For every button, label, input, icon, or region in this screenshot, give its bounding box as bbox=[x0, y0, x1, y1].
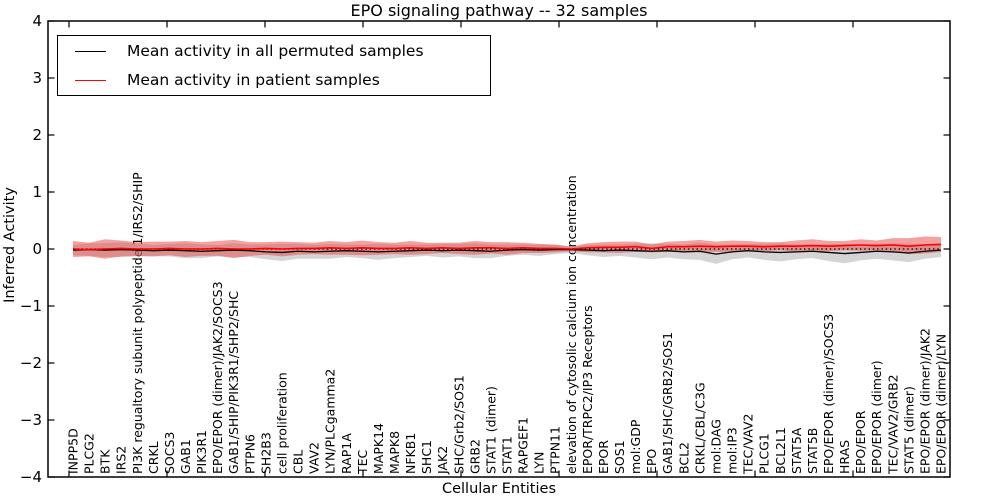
x-tick-label: EPO bbox=[644, 449, 659, 474]
y-tick-label: 3 bbox=[32, 69, 42, 87]
x-tick-label: mol:IP3 bbox=[725, 427, 740, 474]
legend-item-patient: Mean activity in patient samples bbox=[58, 66, 490, 94]
x-tick-label: EPO/EPOR (dimer) bbox=[869, 360, 884, 474]
y-tick-label: −1 bbox=[19, 297, 42, 315]
x-tick-label: MAPK14 bbox=[371, 423, 386, 474]
x-tick-label: TEC/VAV2/GRB2 bbox=[885, 374, 900, 475]
legend-label: Mean activity in all permuted samples bbox=[127, 42, 424, 60]
x-tick-label: EPOR/TRPC2/IP3 Receptors bbox=[580, 305, 595, 474]
patient-mean-line bbox=[72, 243, 942, 251]
x-tick-label: PIK3R1 bbox=[194, 430, 209, 474]
x-tick-label: STAT1 (dimer) bbox=[483, 386, 498, 474]
x-tick-label: TEC/VAV2 bbox=[741, 414, 756, 475]
x-tick-label: MAPK8 bbox=[387, 431, 402, 474]
x-tick-label: PTPN11 bbox=[548, 426, 563, 474]
x-tick-label: STAT5B bbox=[805, 428, 820, 474]
x-tick-label: GRB2 bbox=[467, 439, 482, 474]
x-tick-label: LYN bbox=[532, 452, 547, 474]
red-line-swatch bbox=[75, 79, 106, 81]
x-tick-label: mol:DAG bbox=[708, 419, 723, 474]
x-tick-label: GAB1/SHC/GRB2/SOS1 bbox=[660, 332, 675, 474]
x-tick-label: STAT1 bbox=[500, 436, 515, 474]
x-tick-label: SHC1 bbox=[419, 440, 434, 474]
x-tick-label: CRKL/CBL/C3G bbox=[692, 382, 707, 474]
x-tick-label: RAP1A bbox=[339, 433, 354, 474]
legend-item-permuted: Mean activity in all permuted samples bbox=[58, 37, 490, 65]
black-line-swatch bbox=[75, 50, 106, 52]
x-tick-label: STAT5A bbox=[789, 427, 804, 474]
x-tick-label: EPOR bbox=[596, 440, 611, 474]
x-tick-label: IRS2 bbox=[114, 446, 129, 474]
x-tick-label: GAB1/SHIP/PIK3R1/SHP2/SHC bbox=[226, 291, 241, 474]
y-tick-label: 1 bbox=[32, 183, 42, 201]
x-tick-label: elevation of cytosolic calcium ion conce… bbox=[564, 175, 579, 474]
y-tick-label: −3 bbox=[19, 411, 42, 429]
y-tick-label: −4 bbox=[19, 468, 42, 486]
x-tick-label: INPP5D bbox=[66, 428, 81, 474]
x-tick-label: JAK2 bbox=[435, 446, 450, 475]
x-tick-label: CRKL bbox=[146, 441, 161, 474]
x-tick-label: GAB1 bbox=[178, 439, 193, 474]
x-tick-label: CBL bbox=[291, 450, 306, 474]
x-tick-label: PTPN6 bbox=[242, 434, 257, 474]
legend: Mean activity in all permuted samples Me… bbox=[57, 35, 491, 96]
x-tick-label: TEC bbox=[355, 449, 370, 475]
x-tick-label: RAPGEF1 bbox=[516, 417, 531, 474]
x-tick-label: EPO/EPOR (dimer)/JAK2/SOCS3 bbox=[210, 281, 225, 474]
y-tick-label: 2 bbox=[32, 126, 42, 144]
x-tick-label: PLCG2 bbox=[82, 433, 97, 474]
x-tick-label: BCL2L1 bbox=[773, 427, 788, 474]
y-tick-label: 4 bbox=[32, 12, 42, 30]
x-axis-label: Cellular Entities bbox=[441, 481, 557, 497]
std-band bbox=[73, 236, 941, 259]
x-tick-label: BTK bbox=[98, 449, 113, 474]
x-tick-label: VAV2 bbox=[307, 442, 322, 474]
chart-title: EPO signaling pathway -- 32 samples bbox=[350, 1, 648, 20]
x-tick-label: LYN/PLCgamma2 bbox=[323, 369, 338, 474]
x-tick-label: SHC/Grb2/SOS1 bbox=[451, 375, 466, 474]
x-tick-label: HRAS bbox=[837, 440, 852, 474]
y-tick-label: 0 bbox=[32, 240, 42, 258]
x-tick-label: STAT5 (dimer) bbox=[901, 386, 916, 474]
x-tick-label: EPO/EPOR bbox=[853, 410, 868, 474]
legend-label: Mean activity in patient samples bbox=[127, 71, 380, 89]
x-tick-label: SOS1 bbox=[612, 440, 627, 474]
x-tick-label: PI3K regualtory subunit polypeptide 1/IR… bbox=[130, 172, 145, 474]
x-tick-label: EPO/EPOR (dimer)/JAK2 bbox=[917, 328, 932, 474]
x-tick-label: PLCG1 bbox=[757, 433, 772, 474]
x-tick-label: cell proliferation bbox=[274, 372, 289, 474]
x-tick-label: BCL2 bbox=[676, 442, 691, 474]
x-tick-label: SOCS3 bbox=[162, 432, 177, 474]
y-tick-label: −2 bbox=[19, 354, 42, 372]
x-tick-label: EPO/EPOR (dimer)/LYN bbox=[934, 334, 949, 474]
x-tick-label: EPO/EPOR (dimer)/SOCS3 bbox=[821, 314, 836, 474]
x-tick-label: SH2B3 bbox=[258, 432, 273, 474]
x-tick-label: NFKB1 bbox=[403, 433, 418, 474]
permuted-mean-line bbox=[72, 248, 942, 255]
x-tick-label: mol:GDP bbox=[628, 419, 643, 474]
